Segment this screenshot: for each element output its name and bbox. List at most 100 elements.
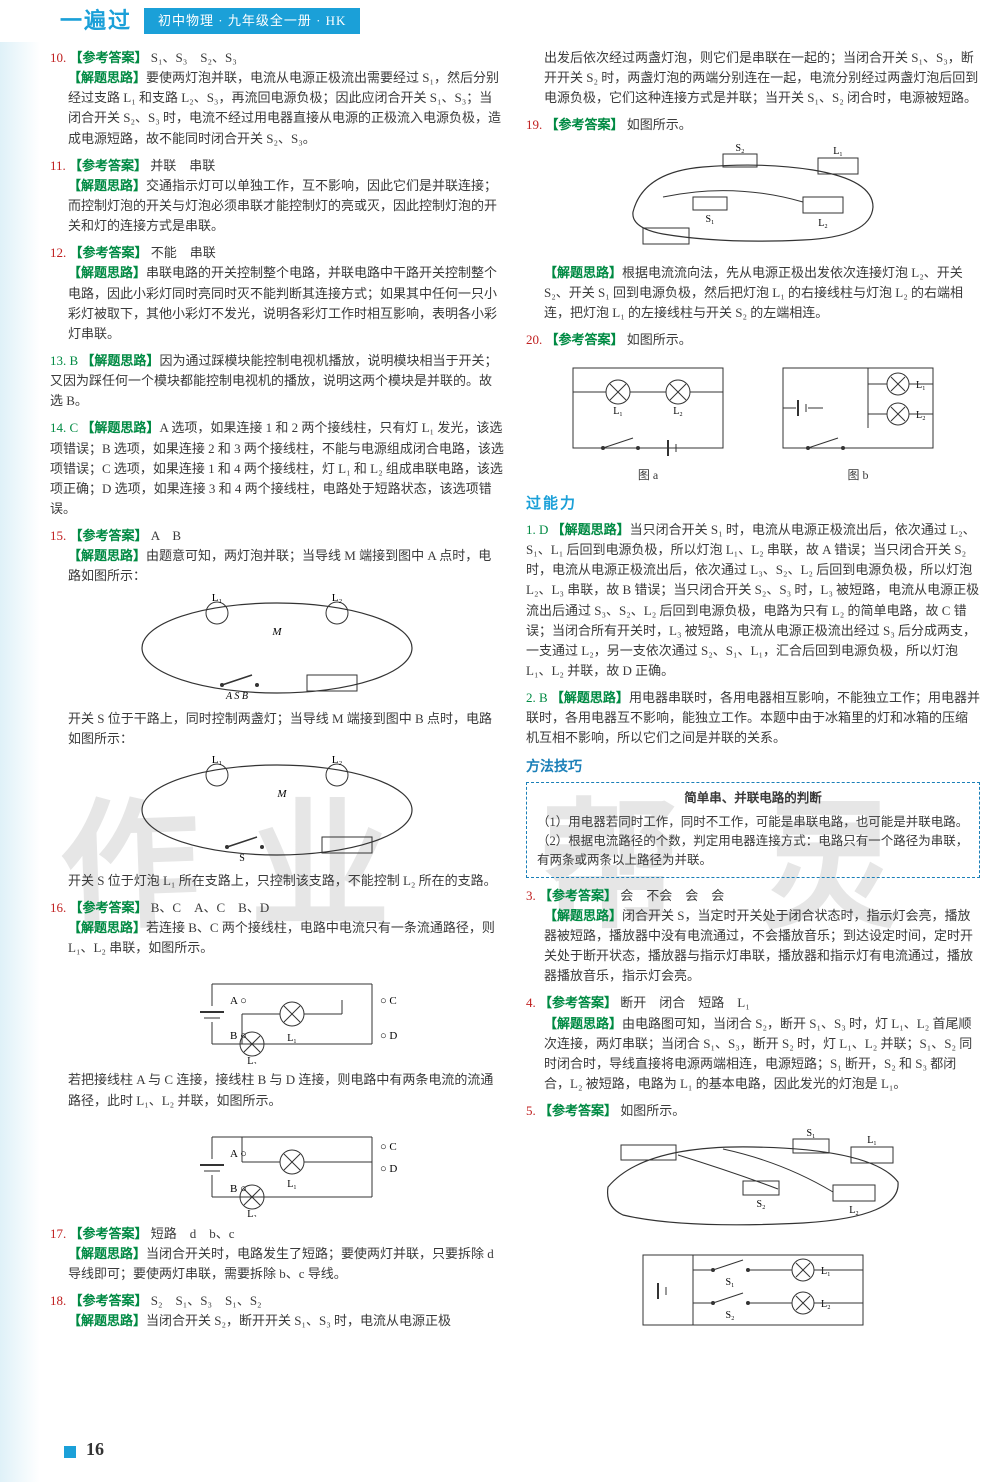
svg-text:○ D: ○ D bbox=[380, 1163, 397, 1175]
r-q4: 4. 【参考答案】 断开 闭合 短路 L₁ 【解题思路】由电路图可知，当闭合 S… bbox=[526, 993, 980, 1094]
method-line: （1）用电器若同时工作，同时不工作，可能是串联电路，也可能是并联电路。 bbox=[537, 813, 969, 832]
explain-label: 【解题思路】 bbox=[68, 178, 146, 193]
answer-text: B、C A、C B、D bbox=[151, 900, 269, 915]
svg-text:S₁: S₁ bbox=[806, 1128, 815, 1139]
q15-mid: 开关 S 位于干路上，同时控制两盏灯；当导线 M 端接到图中 B 点时，电路如图… bbox=[50, 709, 504, 749]
svg-text:S₂: S₂ bbox=[725, 1310, 734, 1321]
answer-text: 断开 闭合 短路 L₁ bbox=[620, 995, 749, 1010]
q-num: 19. bbox=[526, 117, 542, 132]
explain-label: 【解题思路】 bbox=[544, 908, 622, 923]
q17: 17. 【参考答案】 短路 d b、c 【解题思路】当闭合开关时，电路发生了短路… bbox=[50, 1224, 504, 1284]
q18-cont: 出发后依次经过两盏灯泡，则它们是串联在一起的；当闭合开关 S₁、S₃，断开开关 … bbox=[526, 48, 980, 108]
svg-text:S: S bbox=[239, 853, 245, 864]
answer-label: 【参考答案】 bbox=[70, 245, 148, 260]
answer-label: 【参考答案】 bbox=[69, 158, 147, 173]
answer-text: 如图所示。 bbox=[620, 1103, 685, 1118]
answer-text: S₁、S₃ S₂、S₃ bbox=[151, 50, 237, 65]
q11: 11. 【参考答案】 并联 串联 【解题思路】交通指示灯可以单独工作，互不影响，… bbox=[50, 156, 504, 237]
fig-label-a: 图 a bbox=[558, 466, 738, 485]
q14: 14. C 【解题思路】A 选项，如果连接 1 和 2 两个接线柱，只有灯 L₁… bbox=[50, 418, 504, 519]
q-num: 20. bbox=[526, 332, 542, 347]
section-banner: 过能力 bbox=[526, 493, 980, 516]
r-q1: 1. D 【解题思路】当只闭合开关 S₁ 时，电流从电源正极流出后，依次通过 L… bbox=[526, 520, 980, 681]
answer-text: 如图所示。 bbox=[627, 117, 692, 132]
q15: 15. 【参考答案】 A B 【解题思路】由题意可知，两灯泡并联；当导线 M 端… bbox=[50, 526, 504, 891]
svg-text:○ C: ○ C bbox=[380, 995, 397, 1007]
q19-circuit: S₂ S₁ L₁ L₂ bbox=[526, 142, 980, 257]
explain-label: 【解题思路】 bbox=[68, 265, 146, 280]
answer-label: 【参考答案】 bbox=[70, 50, 148, 65]
answer-label: 【参考答案】 bbox=[70, 1293, 148, 1308]
explain-text: 当闭合开关 S₂，断开开关 S₁、S₃ 时，电流从电源正极 bbox=[146, 1313, 451, 1328]
svg-text:M: M bbox=[276, 788, 287, 800]
answer-label: 【参考答案】 bbox=[539, 1103, 617, 1118]
q18: 18. 【参考答案】 S₂ S₁、S₃ S₁、S₂ 【解题思路】当闭合开关 S₂… bbox=[50, 1291, 504, 1331]
q15-tail: 开关 S 位于灯泡 L₁ 所在支路上，只控制该支路，不能控制 L₂ 所在的支路。 bbox=[50, 871, 504, 891]
q20: 20. 【参考答案】 如图所示。 L₁ L₂ 图 a L₁ L₂ bbox=[526, 330, 980, 485]
answer-text: 并联 串联 bbox=[150, 158, 215, 173]
brand-title: 一遍过 bbox=[60, 4, 132, 38]
answer-text: 短路 d b、c bbox=[151, 1226, 235, 1241]
left-column: 10. 【参考答案】 S₁、S₃ S₂、S₃ 【解题思路】要使两灯泡并联，电流从… bbox=[50, 48, 504, 1345]
q-num: 4. bbox=[526, 995, 536, 1010]
answer-text: S₂ S₁、S₃ S₁、S₂ bbox=[151, 1293, 262, 1308]
r-q2: 2. B 【解题思路】用电器串联时，各用电器相互影响，不能独立工作；用电器并联时… bbox=[526, 688, 980, 748]
svg-text:○ C: ○ C bbox=[380, 1141, 397, 1153]
svg-text:L₁: L₁ bbox=[287, 1179, 297, 1190]
svg-text:L₁: L₁ bbox=[212, 755, 223, 766]
svg-text:○ D: ○ D bbox=[380, 1030, 397, 1042]
q-num: 5. bbox=[526, 1103, 536, 1118]
answer-label: 【参考答案】 bbox=[70, 1226, 148, 1241]
q-num: 15. bbox=[50, 528, 66, 543]
q-num: 2. B bbox=[526, 690, 548, 705]
page-header: 一遍过 初中物理 · 九年级全一册 · HK bbox=[0, 0, 1000, 42]
page-number: 16 bbox=[86, 1436, 104, 1464]
q15-circuit-b: L₁ L₂ M S bbox=[50, 755, 504, 865]
q-num: 16. bbox=[50, 900, 66, 915]
svg-text:S₂: S₂ bbox=[735, 143, 744, 154]
explain-label: 【解题思路】 bbox=[68, 920, 146, 935]
svg-text:L₁: L₁ bbox=[821, 1266, 831, 1277]
answer-text: A B bbox=[151, 528, 181, 543]
answer-label: 【参考答案】 bbox=[70, 528, 148, 543]
q12: 12. 【参考答案】 不能 串联 【解题思路】串联电路的开关控制整个电路，并联电… bbox=[50, 243, 504, 344]
svg-text:A ○: A ○ bbox=[230, 995, 247, 1007]
answer-text: 不能 串联 bbox=[151, 245, 216, 260]
svg-text:A S B: A S B bbox=[225, 691, 248, 702]
svg-text:L₂: L₂ bbox=[332, 755, 343, 766]
svg-text:L₂: L₂ bbox=[849, 1205, 859, 1216]
q5-circuit-a: S₁ L₁ S₂ L₂ bbox=[526, 1127, 980, 1237]
q19: 19. 【参考答案】 如图所示。 S₂ S₁ L₁ L₂ 【解题思路】根据电流流… bbox=[526, 115, 980, 323]
method-title: 简单串、并联电路的判断 bbox=[537, 789, 969, 808]
method-box: 简单串、并联电路的判断 （1）用电器若同时工作，同时不工作，可能是串联电路，也可… bbox=[526, 782, 980, 878]
explain-label: 【解题思路】 bbox=[552, 522, 630, 537]
svg-text:L₁: L₁ bbox=[613, 406, 623, 417]
method-line: （2）根据电流路径的个数，判定用电器连接方式：电路只有一个路径为串联，有两条或两… bbox=[537, 832, 969, 871]
q-num: 11. bbox=[50, 158, 66, 173]
svg-text:L₁: L₁ bbox=[287, 1033, 297, 1044]
q-num: 3. bbox=[526, 888, 536, 903]
q15-circuit-a: L₁ L₂ M A S B bbox=[50, 593, 504, 703]
q16-circuit-a: L₁ L₂ A ○○ C B ○○ D bbox=[50, 964, 504, 1064]
svg-text:L₁: L₁ bbox=[916, 380, 926, 391]
explain-label: 【解题思路】 bbox=[68, 70, 146, 85]
q16-mid: 若把接线柱 A 与 C 连接，接线柱 B 与 D 连接，则电路中有两条电流的流通… bbox=[50, 1070, 504, 1110]
explain-label: 【解题思路】 bbox=[81, 353, 159, 368]
answer-label: 【参考答案】 bbox=[546, 332, 624, 347]
page-square-icon bbox=[64, 1446, 76, 1458]
svg-text:L₂: L₂ bbox=[916, 410, 926, 421]
answer-label: 【参考答案】 bbox=[539, 888, 617, 903]
svg-text:S₂: S₂ bbox=[756, 1199, 765, 1210]
answer-label: 【参考答案】 bbox=[546, 117, 624, 132]
q-num: 10. bbox=[50, 50, 66, 65]
q10: 10. 【参考答案】 S₁、S₃ S₂、S₃ 【解题思路】要使两灯泡并联，电流从… bbox=[50, 48, 504, 149]
answer-label: 【参考答案】 bbox=[70, 900, 148, 915]
answer-text: 会 不会 会 会 bbox=[620, 888, 724, 903]
r-q3: 3. 【参考答案】 会 不会 会 会 【解题思路】闭合开关 S，当定时开关处于闭… bbox=[526, 886, 980, 987]
svg-text:B ○: B ○ bbox=[230, 1030, 247, 1042]
q-num: 17. bbox=[50, 1226, 66, 1241]
svg-text:L₁: L₁ bbox=[833, 146, 843, 157]
svg-text:L₂: L₂ bbox=[673, 406, 683, 417]
right-column: 出发后依次经过两盏灯泡，则它们是串联在一起的；当闭合开关 S₁、S₃，断开开关 … bbox=[526, 48, 980, 1345]
svg-text:M: M bbox=[271, 626, 282, 638]
